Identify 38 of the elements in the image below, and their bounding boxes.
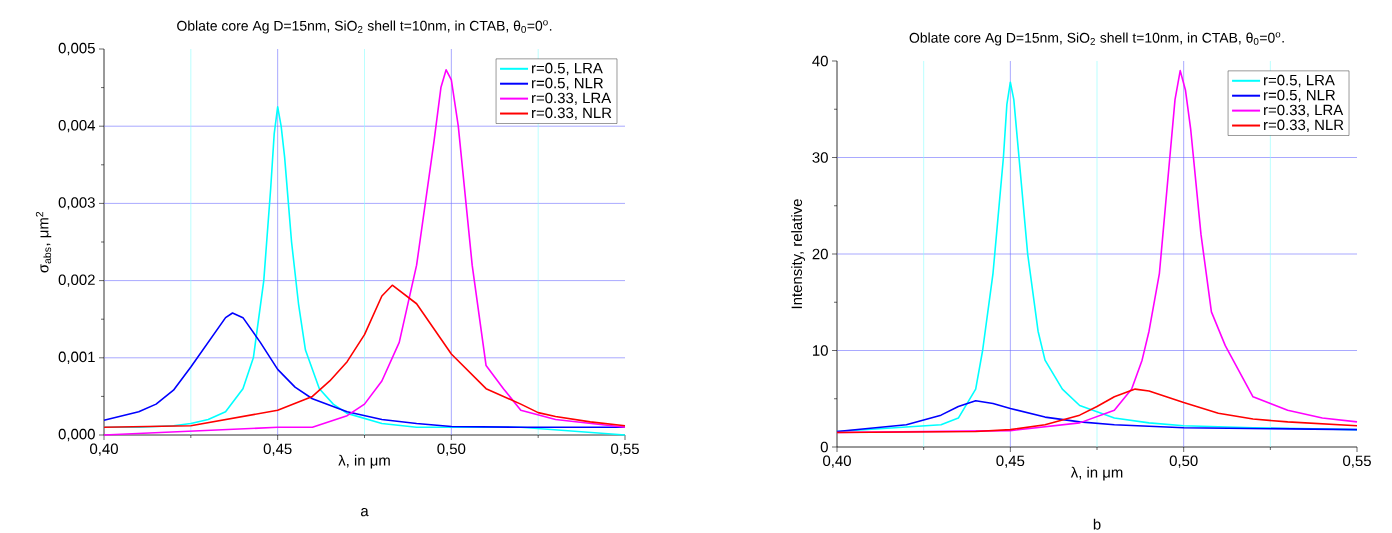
legend-label: r=0.33, LRA: [532, 92, 612, 105]
x-tick-label: 0,45: [263, 443, 292, 456]
x-tick-label: 0,55: [1343, 455, 1371, 468]
x-axis-title: λ, in μm: [338, 454, 390, 469]
y-tick-label: 30: [812, 152, 828, 163]
legend-label: r=0.5, LRA: [1264, 74, 1335, 88]
chart-title: Oblate core Ag D=15nm, SiO$_{2}$ shell t=10nm, in CTAB, θ$_{0}$=0$^{o}$.: [177, 20, 552, 34]
x-tick-label: 0,55: [611, 443, 639, 456]
text: a: [360, 508, 369, 517]
x-tick-label: 0,50: [437, 443, 466, 456]
y-tick-label: 0,004: [58, 120, 96, 133]
y-tick-label: 0,000: [58, 428, 95, 442]
legend-label: r=0.5, NLR: [1264, 89, 1336, 103]
legend-label: r=0.5, LRA: [532, 62, 603, 76]
line-series: [836, 399, 1358, 433]
x-tick-label: 0,40: [823, 455, 851, 468]
x-tick-label: 0,50: [1169, 455, 1198, 468]
y-tick-label: 0,002: [58, 274, 95, 287]
legend-label: r=0.33, NLR: [1264, 119, 1344, 132]
y-axis-title: σ$_{abs}$, μm$^{2}$: [35, 211, 52, 273]
legend-label: r=0.5, NLR: [532, 77, 603, 91]
y-tick-label: 0,005: [58, 42, 95, 56]
x-tick-label: 0,40: [90, 443, 118, 456]
y-tick-label: 20: [812, 248, 828, 260]
x-axis-title: λ, in μm: [1070, 466, 1123, 481]
y-tick-label: 10: [813, 345, 828, 356]
y-tick-label: 0: [820, 441, 828, 453]
y-tick-label: 0,001: [58, 351, 95, 364]
line-series: [103, 284, 626, 429]
text: b: [1093, 518, 1101, 530]
x-tick-label: 0,45: [996, 455, 1025, 468]
chart-title: Oblate core Ag D=15nm, SiO$_{2}$ shell t=10nm, in CTAB, θ$_{0}$=0$^{o}$.: [909, 32, 1284, 46]
y-tick-label: 0,003: [58, 197, 95, 210]
legend-label: r=0.33, NLR: [532, 107, 612, 120]
y-axis-title: Intensity, relative: [791, 199, 806, 309]
y-tick-label: 40: [812, 55, 828, 67]
line-series: [836, 388, 1358, 434]
legend-label: r=0.33, LRA: [1264, 104, 1344, 117]
